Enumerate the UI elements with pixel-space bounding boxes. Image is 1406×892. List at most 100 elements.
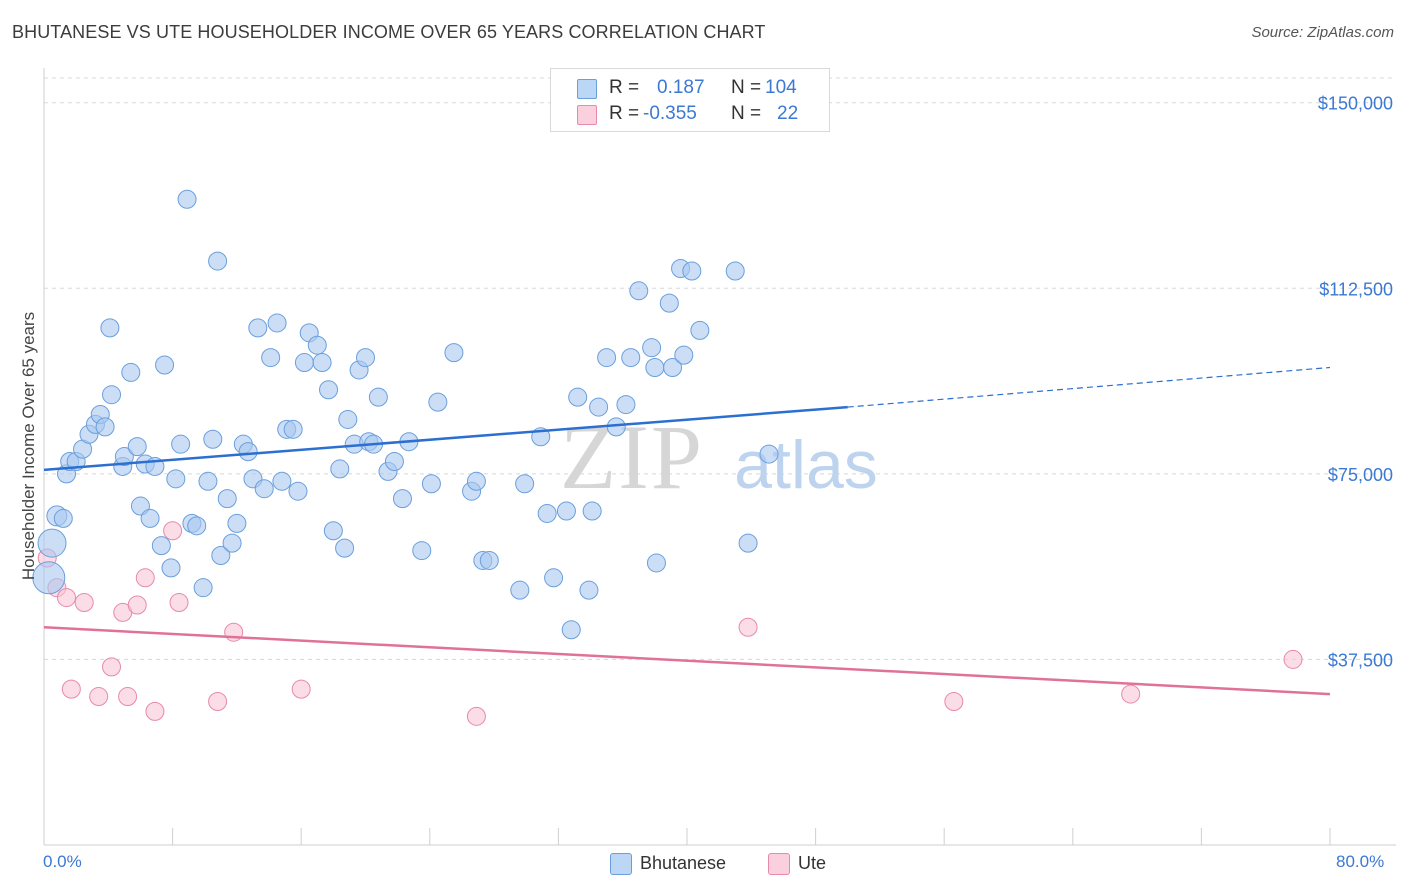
bhutanese-point	[227, 513, 247, 533]
bhutanese-point	[288, 481, 308, 501]
bhutanese-point	[307, 335, 327, 355]
ute-point	[135, 568, 155, 588]
bhutanese-point	[272, 471, 292, 491]
y-tick-label: $75,000	[1328, 465, 1393, 485]
bhutanese-point	[466, 471, 486, 491]
bhutanese-point	[203, 429, 223, 449]
bhutanese-point	[646, 553, 666, 573]
ute-point	[738, 617, 758, 637]
bhutanese-point	[412, 541, 432, 561]
ute-point	[1121, 684, 1141, 704]
watermark-atlas: atlas	[734, 427, 878, 503]
n-label: N =	[731, 103, 762, 124]
bhutanese-point	[267, 313, 287, 333]
bhutanese-point	[95, 417, 115, 437]
n-label: N =	[731, 77, 762, 98]
bhutanese-point	[319, 380, 339, 400]
bhutanese-point	[283, 419, 303, 439]
bhutanese-point	[102, 385, 122, 405]
bhutanese-point	[444, 343, 464, 363]
ute-point	[291, 679, 311, 699]
bhutanese-point	[663, 357, 683, 377]
y-tick-label: $37,500	[1328, 650, 1393, 670]
bhutanese-point	[53, 508, 73, 528]
bhutanese-point	[690, 320, 710, 340]
ute-point	[127, 595, 147, 615]
bhutanese-trend-line	[43, 405, 848, 472]
bhutanese-point	[32, 561, 66, 595]
ute-trend-line	[43, 626, 1331, 696]
bhutanese-point	[335, 538, 355, 558]
bhutanese-point	[568, 387, 588, 407]
x-tick-label-min: 0.0%	[43, 852, 82, 871]
bhutanese-point	[114, 447, 134, 467]
bhutanese-point	[479, 550, 499, 570]
watermark: ZIP atlas	[560, 406, 878, 508]
y-tick-label: $112,500	[1319, 279, 1393, 299]
r-label: R =	[609, 103, 640, 124]
ute-point	[57, 588, 77, 608]
grid-lines	[44, 77, 1396, 660]
bhutanese-point	[392, 489, 412, 509]
bhutanese-point	[682, 261, 702, 281]
bhutanese-legend-swatch	[610, 853, 632, 875]
ute-point	[61, 679, 81, 699]
ute-point	[944, 691, 964, 711]
bhutanese-point	[208, 251, 228, 271]
bhutanese-point	[725, 261, 745, 281]
bhutanese-point	[238, 442, 258, 462]
bhutanese-point	[561, 620, 581, 640]
bhutanese-point	[616, 395, 636, 415]
bhutanese-point	[127, 437, 147, 457]
y-axis-label: Householder Income Over 65 years	[19, 311, 38, 581]
bhutanese-point	[217, 489, 237, 509]
ute-r-value: -0.355	[643, 103, 697, 124]
bhutanese-point	[582, 501, 602, 521]
bhutanese-point	[294, 353, 314, 373]
bhutanese-point	[674, 345, 694, 365]
bhutanese-point	[312, 353, 332, 373]
bhutanese-point	[211, 546, 231, 566]
correlation-legend: R = 0.187 N = 104 R = -0.355 N = 22	[550, 68, 830, 132]
bhutanese-point	[544, 568, 564, 588]
bhutanese-point	[161, 558, 181, 578]
bhutanese-point	[140, 508, 160, 528]
ute-swatch	[577, 105, 597, 125]
ute-legend-swatch	[768, 853, 790, 875]
bhutanese-swatch	[577, 79, 597, 99]
bhutanese-point	[537, 503, 557, 523]
bhutanese-point	[659, 293, 679, 313]
bhutanese-point	[510, 580, 530, 600]
bhutanese-point	[515, 474, 535, 494]
ute-n-value: 22	[777, 103, 799, 124]
y-tick-labels: $37,500 $75,000 $112,500 $150,000	[1318, 94, 1393, 671]
ute-point	[145, 701, 165, 721]
x-tick-label-max: 80.0%	[1336, 852, 1385, 871]
bhutanese-r-value: 0.187	[657, 77, 705, 98]
bhutanese-point	[100, 318, 120, 338]
bhutanese-legend-label: Bhutanese	[640, 853, 727, 873]
bhutanese-n-value: 104	[765, 77, 797, 98]
watermark-zip: ZIP	[560, 406, 704, 508]
ute-legend-label: Ute	[798, 853, 827, 873]
y-tick-label: $150,000	[1318, 94, 1393, 114]
bhutanese-point	[166, 469, 186, 489]
bhutanese-trend-extension	[847, 366, 1331, 408]
bhutanese-point	[222, 533, 242, 553]
bhutanese-point	[629, 281, 649, 301]
bhutanese-point	[323, 521, 343, 541]
bhutanese-point	[121, 362, 141, 382]
bhutanese-point	[37, 528, 67, 558]
source-label: Source: ZipAtlas.com	[1251, 24, 1394, 41]
bhutanese-point	[428, 392, 448, 412]
bhutanese-point	[254, 479, 274, 499]
bhutanese-point	[248, 318, 268, 338]
ute-point	[102, 657, 122, 677]
ute-point	[74, 593, 94, 613]
bhutanese-point	[187, 516, 207, 536]
bhutanese-point	[198, 471, 218, 491]
bhutanese-point	[642, 338, 662, 358]
ute-point	[89, 687, 109, 707]
ute-point	[163, 521, 183, 541]
